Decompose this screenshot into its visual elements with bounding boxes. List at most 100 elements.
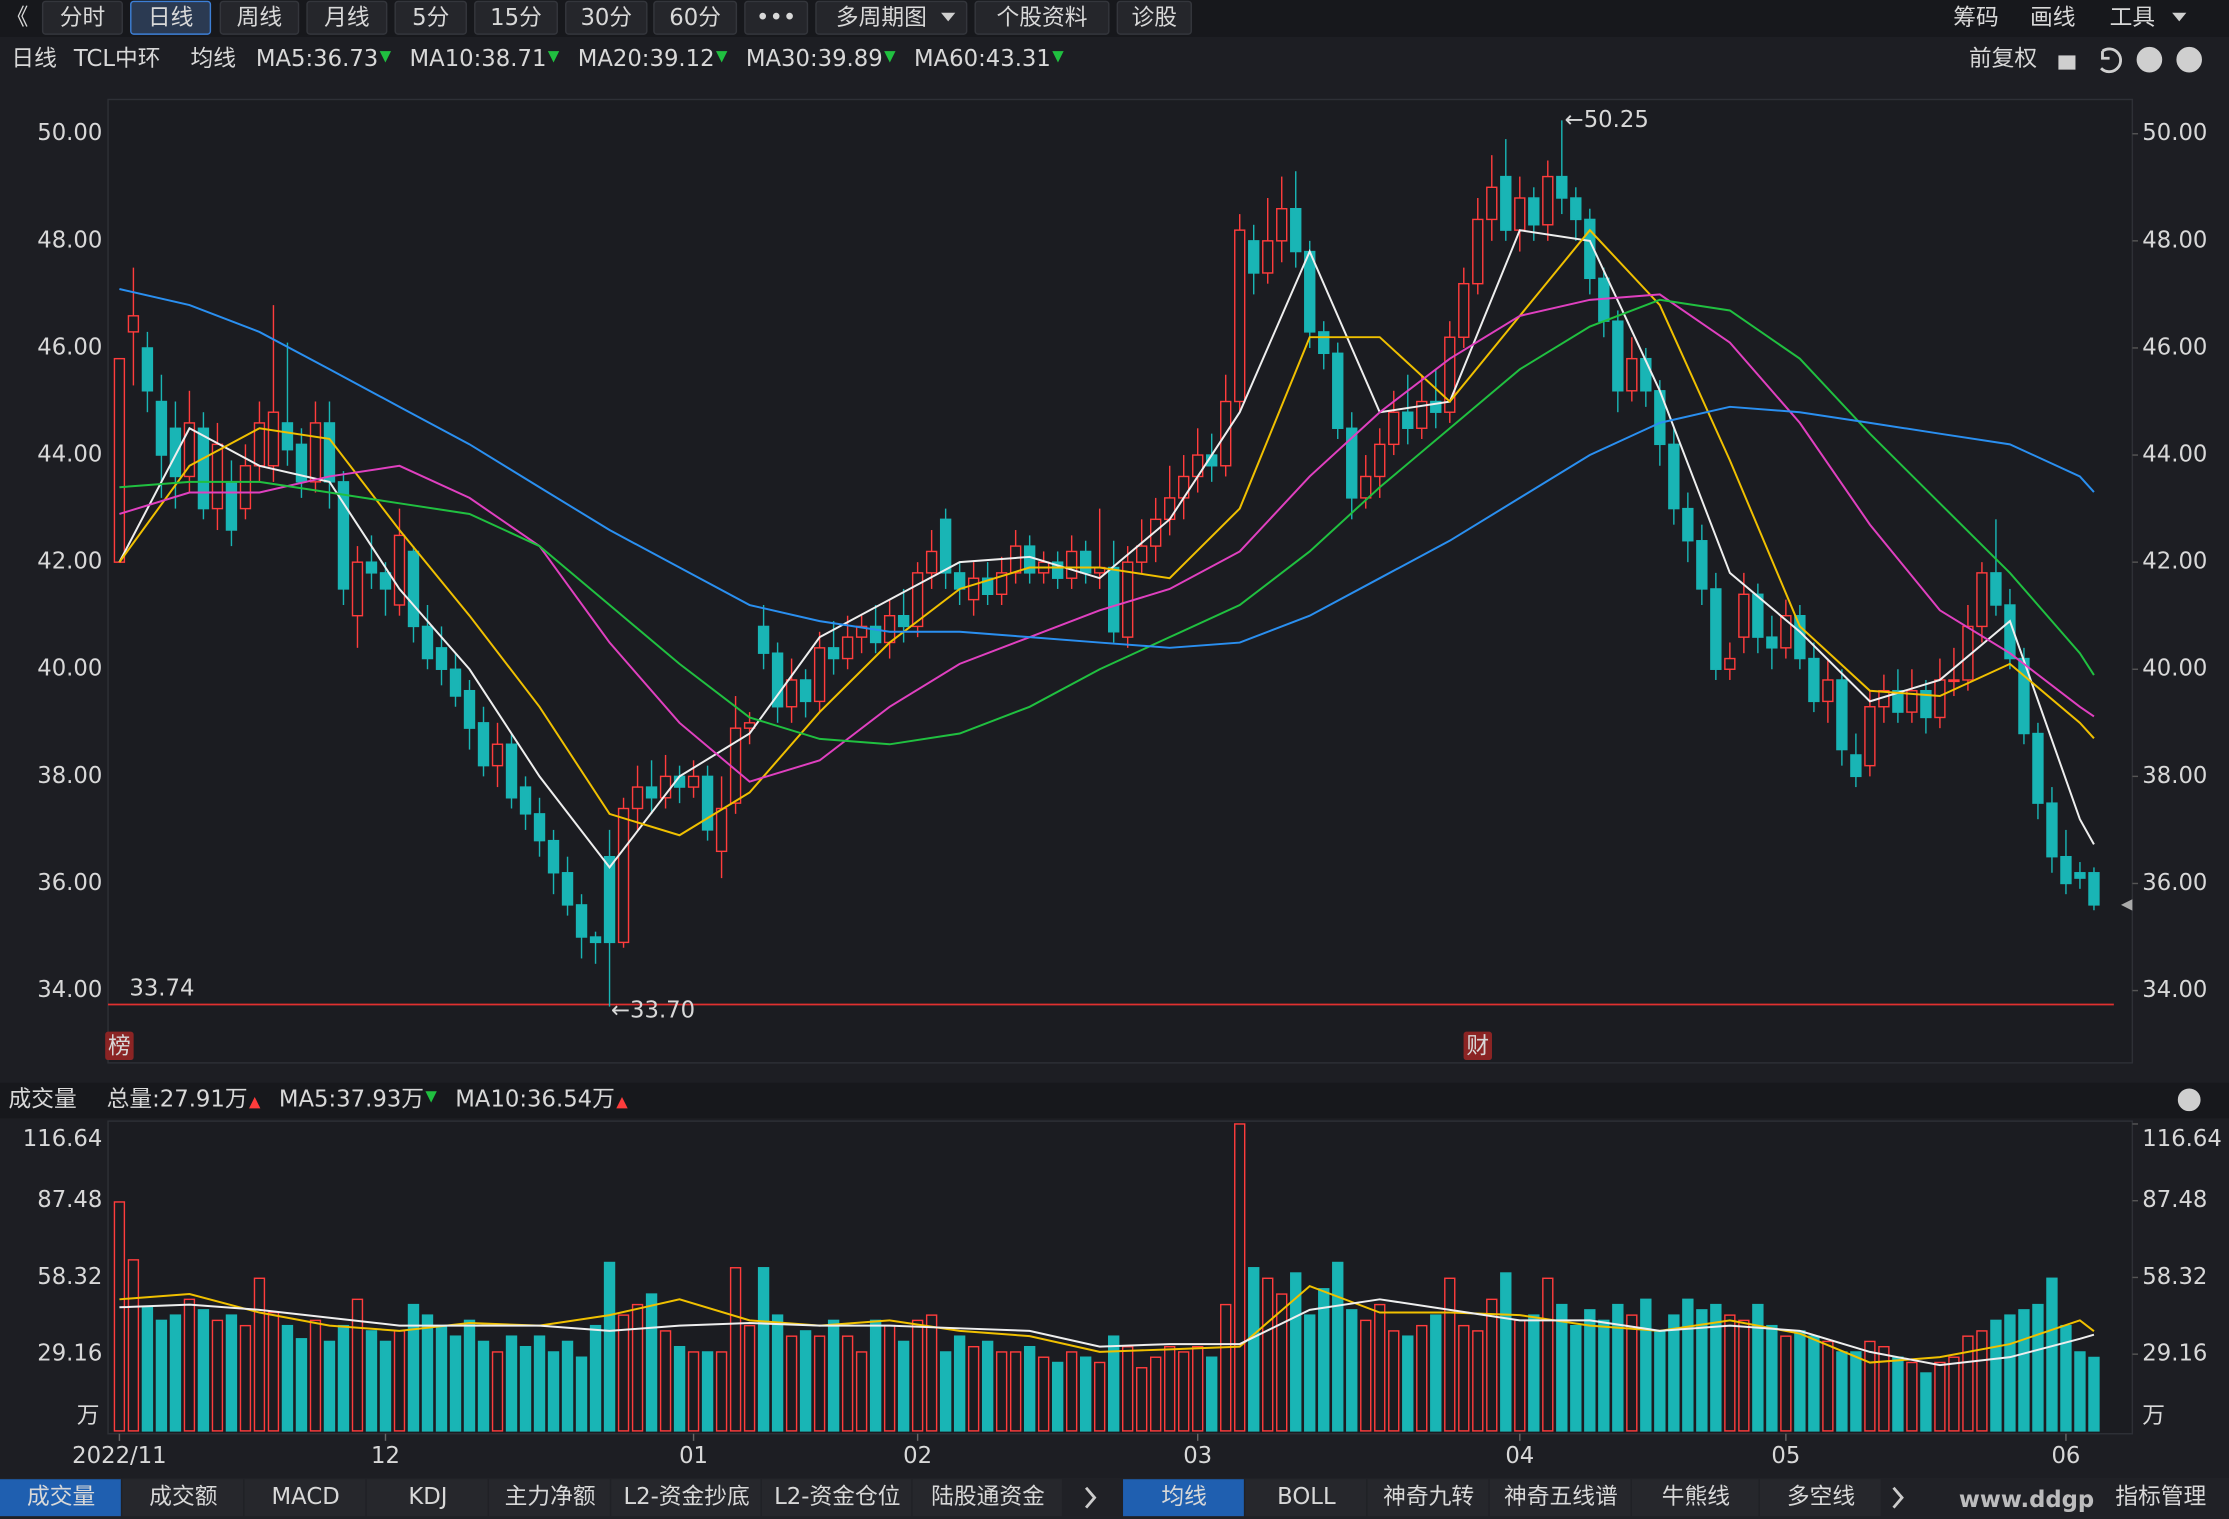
volume-bar <box>393 1330 406 1432</box>
event-marker-label[interactable]: 财 <box>1466 1034 1489 1060</box>
candle-body <box>911 572 924 628</box>
overlay-tab-label[interactable]: 神奇九转 <box>1383 1484 1474 1510</box>
toolbar-right-label[interactable]: 画线 <box>2030 5 2075 31</box>
volume-bar <box>617 1314 630 1432</box>
adjust-mode[interactable]: 前复权 <box>1969 46 2037 72</box>
toolbar-label[interactable]: 30分 <box>580 5 632 31</box>
close-icon[interactable] <box>2177 1088 2201 1112</box>
overlay-tab-label[interactable]: 均线 <box>1161 1484 1206 1510</box>
lock-icon[interactable] <box>2058 55 2076 70</box>
volume-bar <box>1906 1361 1918 1432</box>
indicator-tab-label[interactable]: 主力净额 <box>505 1484 596 1510</box>
nav-back[interactable]: 《 <box>6 5 29 31</box>
y-tick-label: 34.00 <box>37 977 102 1003</box>
volume-bar <box>1472 1330 1484 1432</box>
toolbar-label[interactable]: 分时 <box>60 5 105 31</box>
indicator-tab[interactable] <box>244 1479 366 1517</box>
indicator-tab-label[interactable]: L2-资金抄底 <box>623 1484 749 1510</box>
volume-legend: 总量:27.91万 <box>107 1086 248 1112</box>
overlay-tab[interactable] <box>1759 1479 1881 1517</box>
toolbar-button[interactable] <box>306 0 388 35</box>
volume-bar <box>1430 1314 1442 1432</box>
volume-bar <box>1752 1303 1764 1432</box>
indicator-tab[interactable] <box>489 1479 610 1517</box>
candle-body <box>1416 400 1428 429</box>
overlay-tab-label[interactable]: 多空线 <box>1787 1484 1855 1510</box>
indicator-tab-label[interactable]: 成交额 <box>149 1484 217 1510</box>
indicator-tab-label[interactable]: MACD <box>272 1484 340 1510</box>
indicator-tab[interactable] <box>912 1479 1062 1517</box>
volume-bar <box>351 1298 364 1432</box>
toolbar-right-label[interactable]: 筹码 <box>1953 5 1998 31</box>
overlay-tab-label[interactable]: BOLL <box>1277 1484 1336 1510</box>
event-marker[interactable] <box>105 1031 134 1061</box>
overlay-tab-label[interactable]: 神奇五线谱 <box>1504 1484 1618 1510</box>
toolbar-button[interactable] <box>815 0 968 35</box>
toolbar-label[interactable]: 周线 <box>237 5 282 31</box>
overlay-tab[interactable] <box>1631 1479 1759 1517</box>
overlay-tab[interactable] <box>1123 1479 1244 1517</box>
indicator-tab[interactable] <box>761 1479 912 1517</box>
candle-body <box>183 422 196 478</box>
volume-bar <box>1920 1372 1932 1432</box>
candle-body <box>1850 754 1862 778</box>
toolbar-label[interactable]: 诊股 <box>1132 5 1177 31</box>
event-marker-label[interactable]: 榜 <box>108 1034 131 1060</box>
overlay-tab-label[interactable]: 牛熊线 <box>1662 1484 1730 1510</box>
volume-bar <box>1206 1356 1218 1432</box>
toolbar-button[interactable] <box>219 0 300 35</box>
tab-scroll[interactable] <box>1892 1486 1904 1509</box>
add-icon[interactable] <box>2136 46 2163 73</box>
indicator-manage[interactable]: 指标管理 <box>2115 1484 2206 1510</box>
toolbar-label[interactable]: 个股资料 <box>997 5 1088 31</box>
toolbar-label[interactable]: ••• <box>756 5 796 31</box>
overlay-tab[interactable] <box>1489 1479 1631 1517</box>
candle-body <box>1948 679 1960 683</box>
candle-body <box>1192 454 1204 478</box>
toolbar-label[interactable]: 多周期图 <box>836 5 927 31</box>
overlay-tab[interactable] <box>1367 1479 1489 1517</box>
toolbar-button[interactable] <box>565 0 648 35</box>
candle-body <box>2004 604 2016 660</box>
volume-bar <box>477 1340 490 1432</box>
toolbar-button[interactable] <box>653 0 738 35</box>
remove-icon[interactable] <box>2176 46 2202 73</box>
tab-scroll[interactable] <box>1084 1486 1097 1509</box>
y-tick-label-right: 46.00 <box>2142 334 2207 360</box>
volume-bar <box>379 1340 392 1432</box>
candle-body <box>421 625 434 660</box>
indicator-tab[interactable] <box>122 1479 244 1517</box>
undo-icon[interactable] <box>2100 47 2123 74</box>
candle-body <box>1430 400 1442 413</box>
indicator-tab-label[interactable]: 成交量 <box>27 1484 95 1510</box>
toolbar-right-label[interactable]: 工具 <box>2110 5 2155 31</box>
toolbar-label[interactable]: 60分 <box>669 5 721 31</box>
indicator-tab[interactable] <box>611 1479 761 1517</box>
toolbar-button[interactable] <box>974 0 1110 35</box>
toolbar-label[interactable]: 15分 <box>490 5 542 31</box>
y-tick-label-right: 40.00 <box>2142 656 2207 682</box>
toolbar-button[interactable] <box>130 0 212 35</box>
toolbar-button[interactable] <box>474 0 558 35</box>
volume-bar <box>1878 1345 1890 1432</box>
toolbar-label[interactable]: 日线 <box>148 5 193 31</box>
toolbar-label[interactable]: 月线 <box>324 5 369 31</box>
candle-body <box>379 572 392 590</box>
volume-bar <box>1682 1298 1694 1432</box>
volume-bar <box>1724 1314 1736 1432</box>
toolbar-button[interactable] <box>744 0 809 35</box>
toolbar-button[interactable] <box>41 0 123 35</box>
candle-body <box>603 855 616 944</box>
indicator-tab-label[interactable]: L2-资金仓位 <box>774 1484 900 1510</box>
toolbar-button[interactable] <box>1116 0 1192 35</box>
indicator-tab-label[interactable]: 陆股通资金 <box>931 1484 1045 1510</box>
indicator-tab-label[interactable]: KDJ <box>408 1484 447 1510</box>
overlay-tab[interactable] <box>1245 1479 1367 1517</box>
toolbar-button[interactable] <box>394 0 467 35</box>
indicator-tab[interactable] <box>366 1479 488 1517</box>
candle-body <box>1794 615 1806 660</box>
indicator-tab[interactable] <box>0 1479 121 1517</box>
event-marker[interactable] <box>1463 1031 1492 1061</box>
trend-arrow <box>616 1096 628 1109</box>
toolbar-label[interactable]: 5分 <box>412 5 449 31</box>
